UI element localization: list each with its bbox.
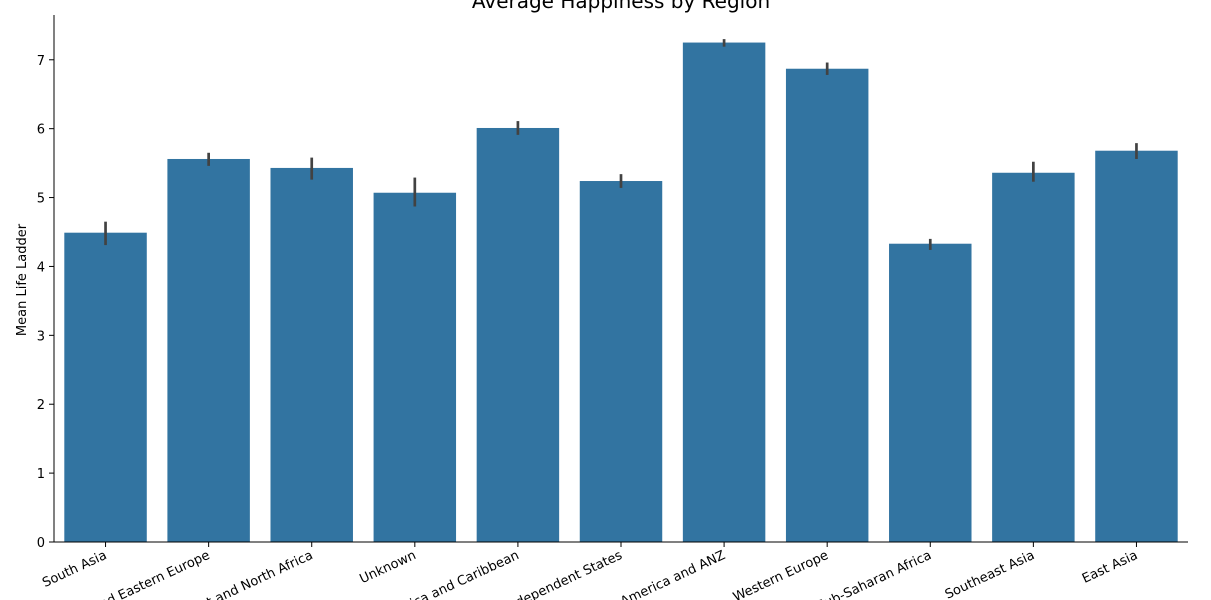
bar (270, 167, 353, 542)
x-tick-label: Sub-Saharan Africa (815, 548, 934, 600)
y-tick-label: 7 (37, 54, 45, 69)
bar (579, 181, 663, 542)
bar (785, 68, 869, 542)
y-tick-label: 5 (37, 192, 45, 207)
x-tick-label: East Asia (1080, 548, 1140, 587)
x-tick-label: Unknown (357, 548, 418, 587)
bar (476, 127, 560, 542)
x-tick-label: South Asia (40, 548, 109, 591)
bar (889, 243, 972, 542)
bar (682, 42, 766, 543)
x-tick-label: Western Europe (731, 548, 831, 600)
chart-title: Average Happiness by Region (472, 0, 770, 13)
bar (167, 158, 250, 542)
bar (992, 172, 1075, 542)
y-tick-label: 2 (37, 398, 45, 413)
y-tick-label: 1 (37, 467, 45, 482)
bar (1095, 150, 1178, 542)
bar (64, 232, 147, 542)
y-tick-label: 6 (37, 123, 45, 138)
y-tick-label: 4 (37, 260, 45, 275)
bar (373, 192, 457, 542)
y-tick-label: 0 (37, 536, 45, 551)
y-axis-label: Mean Life Ladder (15, 223, 30, 336)
y-tick-label: 3 (37, 329, 45, 344)
x-tick-label: Southeast Asia (943, 548, 1037, 600)
